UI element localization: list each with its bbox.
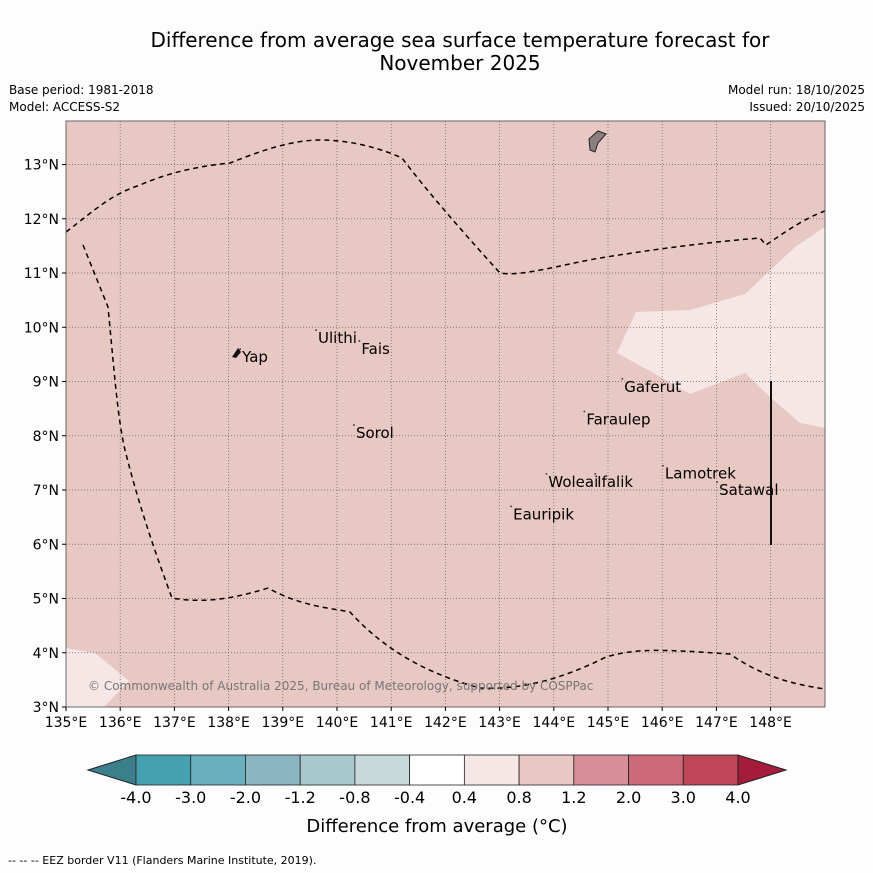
atoll-marker [662,464,664,467]
place-label-lamotrek: Lamotrek [665,465,736,483]
colorbar-tick-label: 0.4 [452,788,477,807]
lon-tick-label: 145°E [587,715,630,731]
colorbar-tick-label: 3.0 [671,788,696,807]
lat-tick-label: 4°N [33,646,59,662]
lon-tick-label: 147°E [695,715,738,731]
place-label-ifalik: Ifalik [597,473,633,491]
colorbar: -4.0 -3.0 -2.0 -1.2 -0.8 -0.4 0.4 0.8 1.2 2.0 3.0 4… [86,754,788,807]
lon-tick-label: 148°E [749,715,792,731]
colorbar-tick-label: -0.4 [394,788,425,807]
map-title: Difference from average sea surface temp… [150,28,770,52]
lat-tick-label: 6°N [33,537,59,553]
base-period: Base period: 1981-2018 [9,83,154,97]
lon-tick-label: 138°E [207,715,250,731]
place-label-woleai: Woleai [548,473,598,491]
lon-tick-label: 139°E [262,715,305,731]
lon-tick-label: 146°E [641,715,684,731]
place-label-yap: Yap [241,348,268,366]
atoll-marker [583,410,586,413]
colorbar-swatch [245,754,301,786]
lon-tick-label: 137°E [153,715,196,731]
atoll-marker [716,481,719,483]
lon-tick-label: 144°E [533,715,576,731]
colorbar-swatch [463,754,520,786]
colorbar-tick-label: 0.8 [506,788,531,807]
atoll-marker [315,329,317,331]
place-label-faraulep: Faraulep [586,410,650,428]
map-title-line2: November 2025 [379,51,541,75]
atoll-marker [353,424,355,426]
lat-tick-label: 9°N [33,375,59,391]
lon-tick-label: 140°E [316,715,359,731]
atoll-marker [594,472,597,475]
colorbar-swatch [299,754,356,786]
atoll-marker [239,348,242,350]
lon-tick-label: 142°E [424,715,467,731]
lon-tick-label: 136°E [99,715,142,731]
lon-tick-label: 143°E [478,715,521,731]
colorbar-tick-label: -4.0 [120,788,151,807]
atoll-marker [510,505,513,508]
place-label-eauripik: Eauripik [513,505,574,523]
lat-tick-label: 8°N [33,429,59,445]
lon-tick-label: 135°E [45,715,88,731]
colorbar-extend-high [737,754,788,786]
colorbar-swatch [628,754,684,786]
anomaly-patch-southwest [66,648,129,707]
colorbar-swatch [190,754,246,786]
eez-footnote: -- -- -- EEZ border V11 (Flanders Marine… [8,854,317,867]
lat-tick-label: 10°N [24,320,59,336]
colorbar-swatch [409,754,465,786]
place-label-satawal: Satawal [719,481,778,499]
place-label-gaferut: Gaferut [624,378,681,396]
colorbar-tick-label: -1.2 [285,788,316,807]
lat-tick-label: 7°N [33,483,59,499]
colorbar-tick-label: 2.0 [616,788,641,807]
colorbar-label: Difference from average (°C) [306,816,567,837]
copyright-text: © Commonwealth of Australia 2025, Bureau… [88,679,593,693]
lon-tick-label: 141°E [370,715,413,731]
atoll-marker [621,378,624,380]
guam-island [588,130,607,153]
colorbar-swatch [135,754,192,786]
atoll-marker [545,472,548,475]
place-label-sorol: Sorol [356,424,394,442]
lat-tick-label: 11°N [24,266,59,282]
atoll-marker [358,340,361,342]
lat-tick-label: 3°N [33,700,59,716]
colorbar-tick-label: -0.8 [339,788,370,807]
model-name: Model: ACCESS-S2 [9,100,121,114]
eez-border-line [82,244,825,690]
colorbar-swatch [573,754,629,786]
lat-tick-label: 12°N [24,212,59,228]
colorbar-swatch [518,754,575,786]
yap-island [232,348,241,358]
lat-tick-label: 5°N [33,592,59,608]
issued-date: Issued: 20/10/2025 [749,100,865,114]
colorbar-tick-label: -2.0 [230,788,261,807]
colorbar-tick-label: 4.0 [725,788,750,807]
place-label-ulithi: Ulithi [318,329,357,347]
map-gridlines [66,121,825,707]
eez-border-line [66,139,825,275]
place-label-fais: Fais [361,340,390,358]
colorbar-extend-low [86,754,137,786]
colorbar-swatch [682,754,739,786]
colorbar-tick-label: 1.2 [561,788,586,807]
lat-tick-label: 13°N [24,158,59,174]
axis-ticks: 135°E 136°E 137°E 138°E 139°E 140°E 141°E 142°E… [24,158,792,732]
colorbar-tick-label: -3.0 [175,788,206,807]
model-run: Model run: 18/10/2025 [727,83,865,97]
colorbar-swatch [354,754,411,786]
